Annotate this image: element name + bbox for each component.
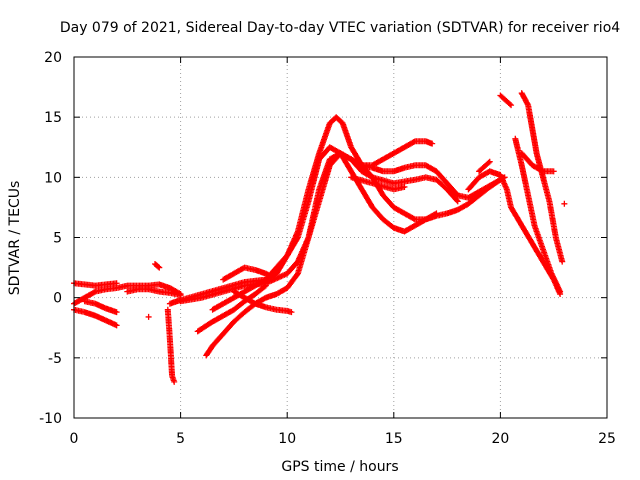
series-track-f [152, 261, 163, 271]
series-track-q [348, 174, 408, 193]
series-track-i [166, 114, 508, 307]
series-track-l [194, 282, 269, 335]
series-track-g [145, 313, 152, 320]
series-track-x [561, 200, 568, 207]
series-track-o [220, 264, 274, 283]
series-track-e [124, 286, 184, 299]
x-tick-label: 25 [598, 431, 616, 447]
axis-ticks: 0 5 10 15 20 25 -10 -5 0 5 10 15 20 [39, 50, 616, 447]
y-axis-label: SDTVAR / TECUs [7, 181, 23, 296]
series-track-v [512, 135, 564, 295]
y-tick-label: 0 [53, 291, 62, 307]
series-marker-path [124, 286, 184, 299]
y-tick-label: 10 [44, 170, 62, 186]
series-marker-path [164, 306, 178, 385]
series-track-h [164, 306, 178, 385]
x-tick-label: 20 [491, 431, 509, 447]
x-tick-label: 0 [70, 431, 79, 447]
data-points [71, 90, 568, 385]
series-track-s [476, 158, 493, 175]
series-marker-path [145, 313, 152, 320]
x-tick-label: 15 [385, 431, 403, 447]
series-marker-path [512, 135, 564, 295]
series-marker-path [194, 282, 269, 335]
series-marker-path [497, 92, 515, 109]
series-track-d [81, 298, 120, 316]
x-tick-label: 5 [176, 431, 185, 447]
series-marker-path [220, 264, 274, 283]
series-marker-path [561, 200, 568, 207]
y-tick-label: 15 [44, 110, 62, 126]
series-track-p [348, 138, 436, 169]
chart-title: Day 079 of 2021, Sidereal Day-to-day VTE… [60, 20, 620, 36]
series-marker-path [166, 114, 508, 307]
y-tick-label: -5 [48, 351, 62, 367]
series-marker-path [348, 174, 408, 193]
series-marker-path [476, 158, 493, 175]
series-marker-path [177, 150, 461, 305]
series-track-n [230, 288, 295, 316]
series-marker-path [81, 298, 120, 316]
series-track-t [497, 92, 515, 109]
y-tick-label: 5 [53, 231, 62, 247]
series-marker-path [230, 288, 295, 316]
y-tick-label: -10 [39, 411, 62, 427]
series-marker-path [518, 150, 557, 175]
y-tick-label: 20 [44, 50, 62, 66]
series-track-m [177, 150, 461, 305]
series-marker-path [152, 261, 163, 271]
series-marker-path [348, 138, 436, 169]
grid [74, 57, 607, 418]
x-axis-label: GPS time / hours [281, 459, 398, 475]
x-tick-label: 10 [278, 431, 296, 447]
series-track-w [518, 150, 557, 175]
